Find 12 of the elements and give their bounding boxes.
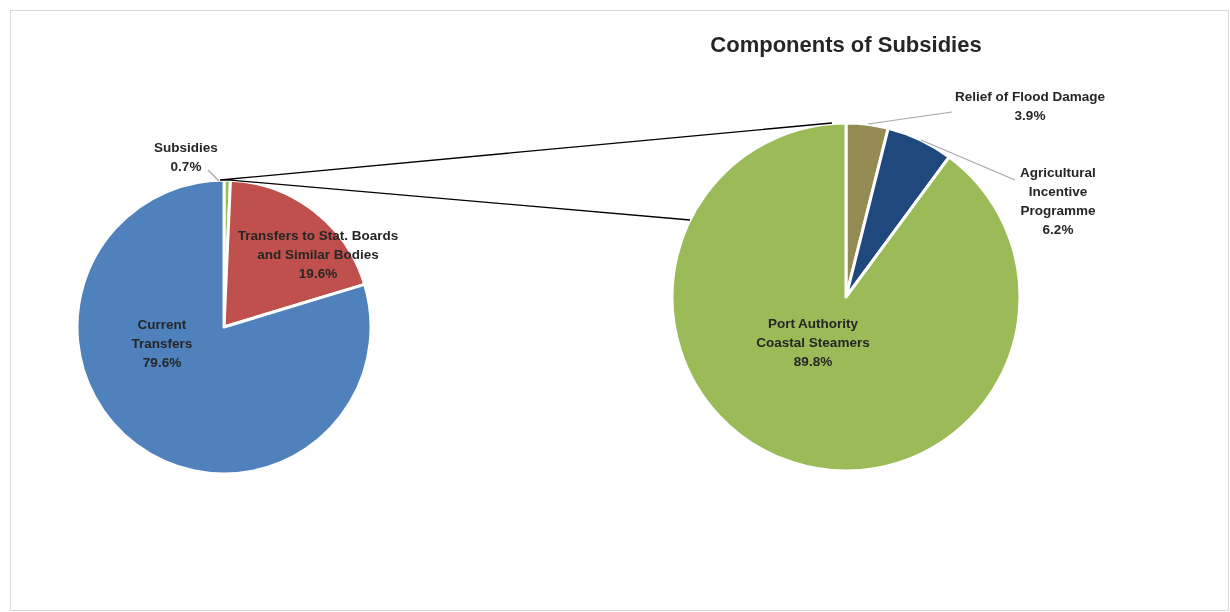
slice-label: Current Transfers (131, 317, 193, 351)
slice-label: Port Authority Coastal Steamers (756, 316, 870, 350)
data-label: 6.2% (1042, 221, 1074, 237)
data-label: 79.6% (142, 355, 182, 370)
data-label: 3.9% (1014, 107, 1046, 123)
data-label: 89.8% (793, 354, 833, 369)
slice-label: Subsidies (154, 139, 218, 155)
slice-label: Relief of Flood Damage (954, 88, 1106, 104)
data-label: 0.7% (170, 158, 202, 174)
chart-title: Components of Subsidies (710, 32, 982, 57)
slice-label: Agricultural Incentive Programme (1020, 164, 1096, 218)
data-label: 19.6% (298, 266, 338, 281)
